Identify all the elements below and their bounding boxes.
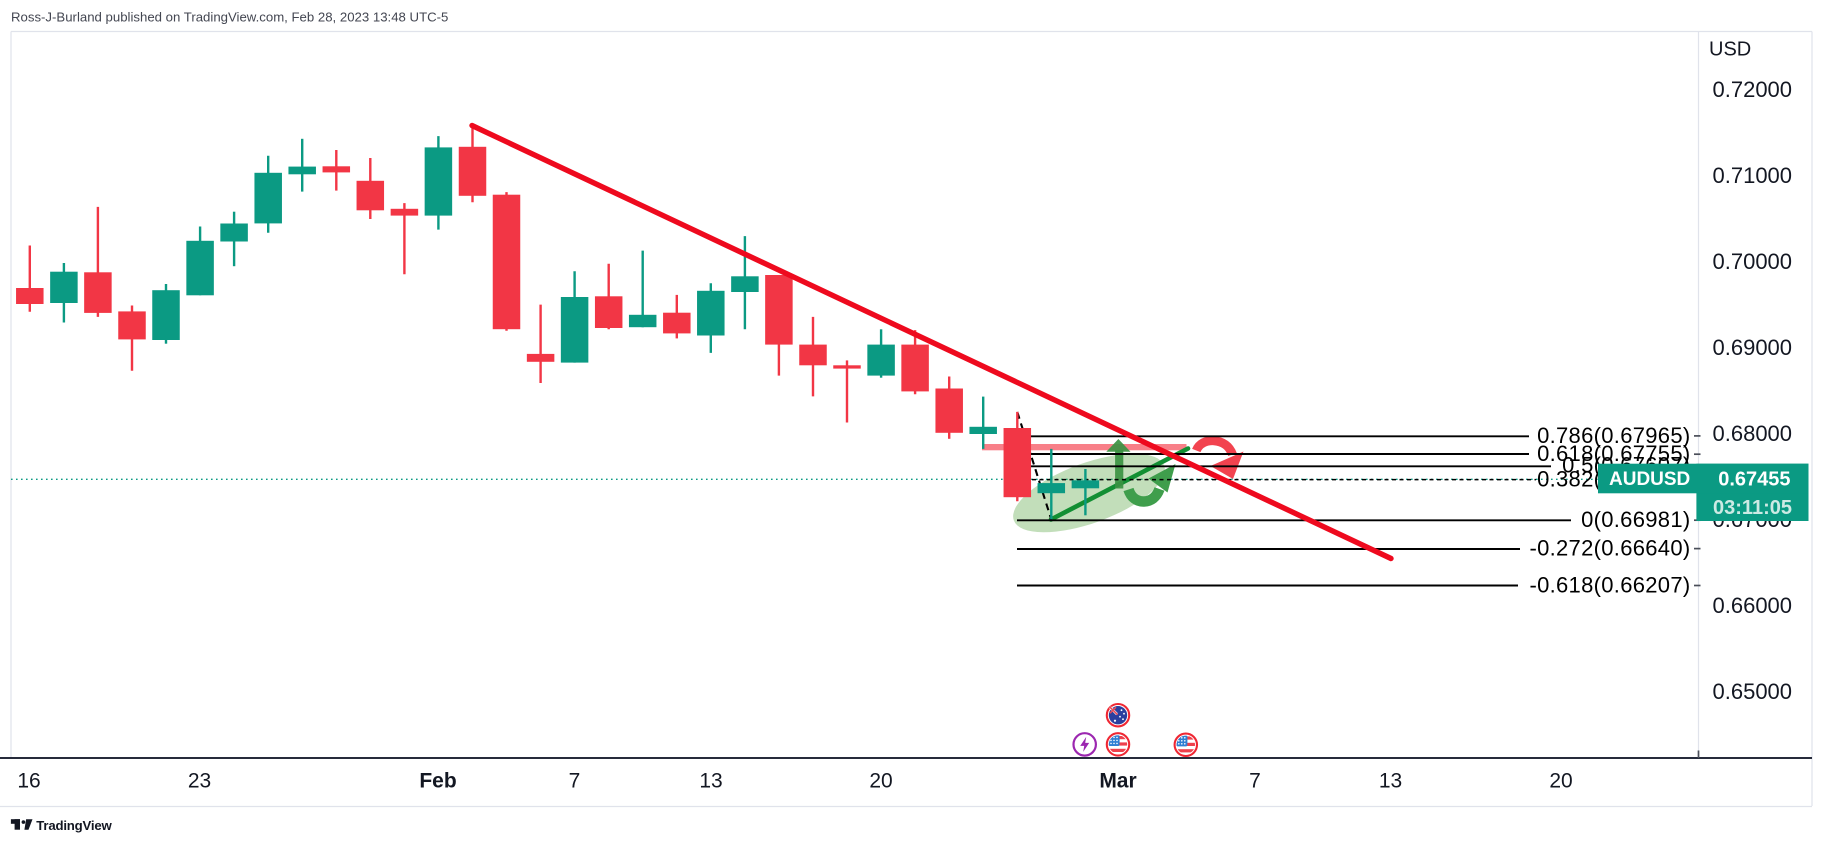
svg-text:0(0.66981): 0(0.66981): [1581, 507, 1690, 532]
svg-text:0.65000: 0.65000: [1713, 679, 1793, 704]
svg-text:23: 23: [188, 770, 211, 793]
svg-text:13: 13: [1379, 770, 1402, 793]
svg-text:0.67455: 0.67455: [1718, 469, 1790, 491]
svg-text:0.618(0.67755): 0.618(0.67755): [1537, 441, 1690, 466]
svg-text:03:11:05: 03:11:05: [1713, 497, 1792, 519]
svg-text:20: 20: [1549, 770, 1572, 793]
svg-text:Feb: Feb: [419, 770, 456, 793]
svg-text:USD: USD: [1709, 39, 1751, 61]
svg-text:0.69000: 0.69000: [1713, 335, 1793, 360]
svg-text:0.71000: 0.71000: [1713, 163, 1793, 188]
svg-text:TradingView: TradingView: [36, 818, 112, 833]
svg-text:16: 16: [17, 770, 40, 793]
svg-text:13: 13: [699, 770, 722, 793]
svg-text:0.786(0.67965): 0.786(0.67965): [1537, 423, 1690, 448]
svg-text:20: 20: [869, 770, 892, 793]
svg-text:-0.618(0.66207): -0.618(0.66207): [1529, 573, 1690, 598]
svg-text:AUDUSD: AUDUSD: [1609, 469, 1690, 490]
svg-text:0.68000: 0.68000: [1713, 421, 1793, 446]
svg-text:Ross-J-Burland published on Tr: Ross-J-Burland published on TradingView.…: [11, 10, 448, 25]
svg-text:Mar: Mar: [1099, 770, 1136, 793]
svg-text:0.72000: 0.72000: [1713, 77, 1793, 102]
svg-text:7: 7: [569, 770, 581, 793]
svg-text:-0.272(0.66640): -0.272(0.66640): [1529, 536, 1690, 561]
svg-text:0.66000: 0.66000: [1713, 593, 1793, 618]
svg-text:7: 7: [1249, 770, 1261, 793]
svg-text:0.70000: 0.70000: [1713, 249, 1793, 274]
